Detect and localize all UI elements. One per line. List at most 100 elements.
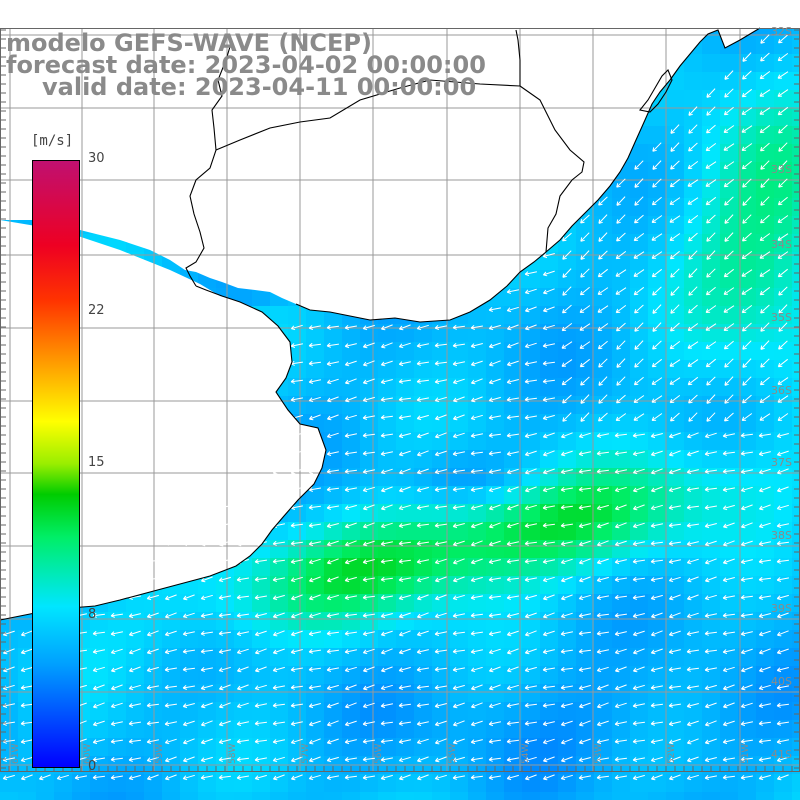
wind-arrow — [741, 522, 753, 529]
coastline-segment — [185, 39, 233, 287]
wind-arrow — [759, 125, 771, 134]
wind-arrow — [686, 774, 699, 781]
wind-arrow — [164, 649, 177, 655]
wind-arrow — [416, 486, 429, 493]
wind-arrow — [470, 343, 483, 349]
wind-arrow — [92, 774, 105, 780]
wind-arrow — [777, 612, 789, 619]
wind-speed-cell — [774, 792, 793, 800]
coastline-segment — [295, 27, 761, 323]
wind-arrow — [632, 522, 645, 529]
wind-arrow — [705, 358, 717, 368]
wind-arrow — [687, 756, 699, 763]
wind-arrow — [758, 595, 771, 600]
latitude-label: 34S — [771, 238, 792, 251]
wind-arrow — [326, 775, 339, 780]
wind-arrow — [381, 342, 393, 349]
wind-arrow — [614, 738, 627, 744]
wind-arrow — [290, 667, 303, 672]
wind-arrow — [308, 487, 321, 492]
wind-speed-cell — [756, 180, 775, 199]
wind-arrow — [524, 396, 537, 402]
wind-speed-cell — [72, 792, 91, 800]
wind-arrow — [560, 685, 573, 690]
wind-speed-cell — [270, 792, 289, 800]
wind-arrow — [506, 738, 519, 744]
wind-arrow — [488, 577, 501, 582]
wind-arrow — [741, 413, 753, 421]
wind-speed-cell — [792, 360, 800, 379]
wind-arrow — [470, 414, 483, 421]
wind-arrow — [670, 412, 680, 422]
wind-arrow — [507, 666, 519, 673]
wind-arrow — [579, 576, 591, 583]
wind-arrow — [580, 412, 590, 422]
wind-arrow — [562, 394, 572, 404]
wind-arrow — [542, 505, 555, 510]
wind-arrow — [760, 322, 770, 332]
latitude-label: 37S — [771, 456, 792, 469]
wind-arrow — [686, 469, 699, 475]
wind-arrow — [598, 358, 608, 368]
wind-arrow — [183, 756, 195, 763]
wind-arrow — [182, 612, 195, 619]
wind-arrow — [560, 774, 573, 781]
wind-arrow — [742, 178, 752, 188]
wind-arrow — [596, 504, 609, 511]
wind-arrow — [722, 757, 735, 762]
wind-arrow — [434, 774, 447, 781]
wind-arrow — [706, 88, 716, 98]
wind-arrow — [110, 756, 123, 762]
wind-speed-cell — [738, 216, 757, 235]
wind-arrow — [759, 89, 771, 97]
wind-arrow — [110, 775, 123, 780]
wind-speed-cell — [792, 54, 800, 73]
wind-speed-cell — [648, 342, 667, 361]
wind-arrow — [633, 269, 645, 277]
wind-arrow — [722, 468, 735, 474]
longitude-label: 56W — [374, 744, 384, 764]
wind-arrow — [598, 412, 608, 422]
wind-arrow — [668, 684, 681, 690]
wind-arrow — [416, 397, 429, 402]
wind-arrow — [669, 377, 681, 385]
wind-arrow — [110, 739, 123, 744]
wind-speed-cell — [288, 306, 307, 325]
wind-speed-cell — [792, 108, 800, 127]
wind-arrow — [525, 468, 537, 475]
wind-arrow — [308, 703, 321, 709]
latitude-label: 38S — [771, 529, 792, 542]
wind-speed-cell — [666, 144, 685, 163]
wind-arrow — [543, 450, 555, 457]
wind-arrow — [290, 559, 303, 564]
wind-arrow — [254, 684, 267, 691]
wind-arrow — [434, 342, 447, 348]
wind-speed-cell — [666, 306, 685, 325]
wind-arrow — [380, 522, 393, 529]
wind-arrow — [705, 161, 717, 169]
wind-arrow — [146, 739, 159, 744]
wind-arrow — [724, 196, 734, 206]
wind-arrow — [416, 324, 429, 331]
wind-arrow — [616, 340, 626, 350]
wind-arrow — [760, 178, 770, 188]
wind-arrow — [272, 666, 285, 673]
wind-arrow — [686, 703, 699, 709]
wind-arrow — [777, 233, 789, 241]
wind-speed-cell — [594, 216, 613, 235]
wind-arrow — [452, 505, 465, 510]
wind-arrow — [506, 379, 519, 385]
wind-arrow — [632, 576, 645, 582]
wind-speed-cell — [612, 234, 631, 253]
wind-speed-cell — [720, 252, 739, 271]
wind-arrow — [452, 378, 465, 385]
wind-arrow — [435, 576, 447, 583]
wind-arrow — [363, 684, 375, 691]
wind-arrow — [164, 559, 177, 564]
wind-speed-cell — [774, 342, 793, 361]
wind-speed-cell — [792, 324, 800, 343]
wind-speed-cell — [792, 792, 800, 800]
wind-speed-cell — [684, 54, 703, 73]
wind-arrow — [453, 576, 465, 583]
wind-arrow — [578, 486, 591, 492]
